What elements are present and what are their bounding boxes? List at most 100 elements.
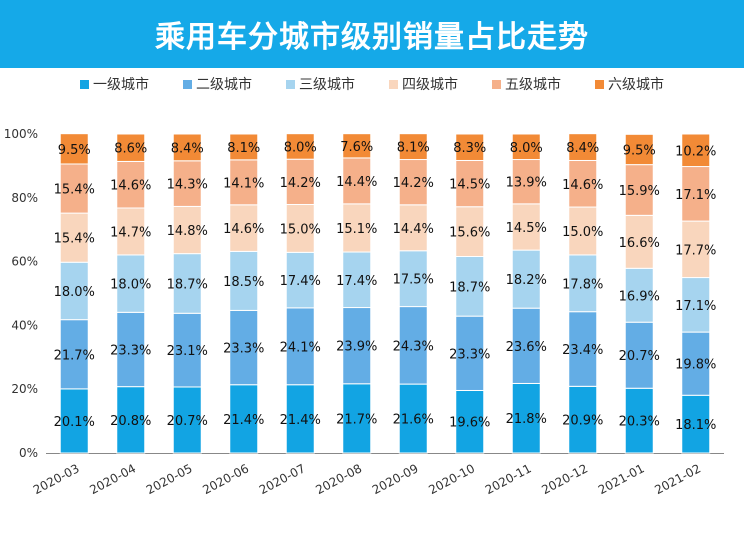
bar-segment <box>511 382 541 454</box>
x-tick-label: 2020-10 <box>426 461 477 497</box>
legend-label: 五级城市 <box>505 77 561 93</box>
bar-segment <box>681 220 711 279</box>
y-tick-label: 20% <box>11 382 38 396</box>
data-label: 8.0% <box>510 141 543 156</box>
data-label: 15.9% <box>619 184 660 199</box>
data-label: 20.8% <box>110 414 151 429</box>
bar-segment <box>398 250 428 308</box>
data-label: 14.6% <box>110 179 151 194</box>
data-label: 14.4% <box>393 222 434 237</box>
bar-segment <box>116 207 146 256</box>
bar-segment <box>568 133 598 161</box>
bar-segment <box>116 254 146 313</box>
stacked-bar-chart: 0% 20% 40% 60% 80% 100% 20.1% 21.7% 18.0% 15.4% 15… <box>4 127 724 497</box>
bar-segment <box>59 319 89 390</box>
bar-segment <box>455 133 485 161</box>
data-label: 8.4% <box>171 141 204 156</box>
bar-segment <box>455 389 485 454</box>
bar-segment <box>624 214 654 269</box>
x-tick-label: 2020-05 <box>144 461 195 497</box>
data-label: 20.7% <box>619 349 660 364</box>
x-tick-label: 2020-07 <box>257 461 308 497</box>
bar-segment <box>342 383 372 454</box>
data-label: 17.4% <box>280 274 321 289</box>
bar-segment <box>342 133 372 159</box>
legend-swatch <box>389 79 398 89</box>
data-label: 20.9% <box>562 414 603 429</box>
y-tick-label: 60% <box>11 255 38 269</box>
legend-item: 三级城市 <box>286 74 355 94</box>
y-tick-label: 40% <box>11 318 38 332</box>
data-label: 14.4% <box>336 175 377 190</box>
legend-swatch <box>286 79 295 89</box>
legend-item: 五级城市 <box>492 74 561 94</box>
data-label: 16.6% <box>619 236 660 251</box>
legend-item: 四级城市 <box>389 74 458 94</box>
bar-segment <box>681 331 711 396</box>
bar-segment <box>342 157 372 205</box>
data-label: 16.9% <box>619 289 660 304</box>
data-label: 18.7% <box>449 280 490 295</box>
data-label: 23.4% <box>562 343 603 358</box>
data-label: 8.3% <box>453 141 486 156</box>
x-tick-label: 2020-12 <box>539 461 590 497</box>
bar-segment <box>398 204 428 252</box>
data-label: 17.5% <box>393 273 434 288</box>
legend-label: 六级城市 <box>608 77 664 93</box>
bar-segment <box>172 253 202 314</box>
legend-swatch <box>595 79 604 89</box>
y-tick-label: 80% <box>11 191 38 205</box>
data-label: 8.6% <box>114 142 147 157</box>
data-label: 8.4% <box>566 141 599 156</box>
data-label: 18.2% <box>506 273 547 288</box>
bar-segment <box>455 315 485 391</box>
data-label: 21.7% <box>336 412 377 427</box>
bar-segment <box>511 249 541 309</box>
bar-segment <box>624 387 654 454</box>
bar-segment <box>229 159 259 206</box>
bar-segment <box>624 164 654 216</box>
bar-segment <box>285 133 315 160</box>
legend-label: 一级城市 <box>93 77 149 93</box>
data-label: 14.5% <box>506 221 547 236</box>
data-label: 14.6% <box>223 222 264 237</box>
bar-segment <box>116 133 146 162</box>
legend-swatch <box>183 79 192 89</box>
data-label: 7.6% <box>340 140 373 155</box>
data-label: 18.7% <box>167 277 208 292</box>
data-label: 15.6% <box>449 226 490 241</box>
bar-segment <box>172 386 202 454</box>
data-label: 9.5% <box>623 143 656 158</box>
bar-segment <box>681 394 711 454</box>
data-label: 23.3% <box>449 347 490 362</box>
bar-segment <box>342 307 372 385</box>
data-label: 14.8% <box>167 224 208 239</box>
x-tick-label: 2020-06 <box>200 461 251 497</box>
bar-segment <box>59 163 89 214</box>
data-label: 18.5% <box>223 275 264 290</box>
data-label: 20.1% <box>54 415 95 430</box>
bar-segment <box>455 159 485 208</box>
legend-label: 三级城市 <box>299 77 355 93</box>
legend-swatch <box>492 79 501 89</box>
legend-item: 一级城市 <box>80 74 149 94</box>
data-label: 21.4% <box>280 413 321 428</box>
title-banner: 乘用车分城市级别销量占比走势 <box>0 0 744 68</box>
data-label: 18.0% <box>54 285 95 300</box>
x-tick-label: 2021-01 <box>596 461 647 497</box>
data-label: 21.6% <box>393 413 434 428</box>
data-label: 14.5% <box>449 178 490 193</box>
bar-segment <box>229 204 259 252</box>
bar-segment <box>172 133 202 162</box>
bar-segment <box>398 133 428 161</box>
data-label: 17.7% <box>675 243 716 258</box>
data-label: 14.2% <box>280 176 321 191</box>
bar-segment <box>116 386 146 454</box>
chart-legend: 一级城市 二级城市 三级城市 四级城市 五级城市 六级城市 <box>0 72 744 96</box>
bar-segment <box>229 133 259 161</box>
data-label: 17.1% <box>675 299 716 314</box>
x-tick-label: 2020-03 <box>31 461 82 497</box>
data-label: 21.4% <box>223 413 264 428</box>
x-tick-label: 2020-11 <box>483 461 534 497</box>
bar-segment <box>172 312 202 388</box>
